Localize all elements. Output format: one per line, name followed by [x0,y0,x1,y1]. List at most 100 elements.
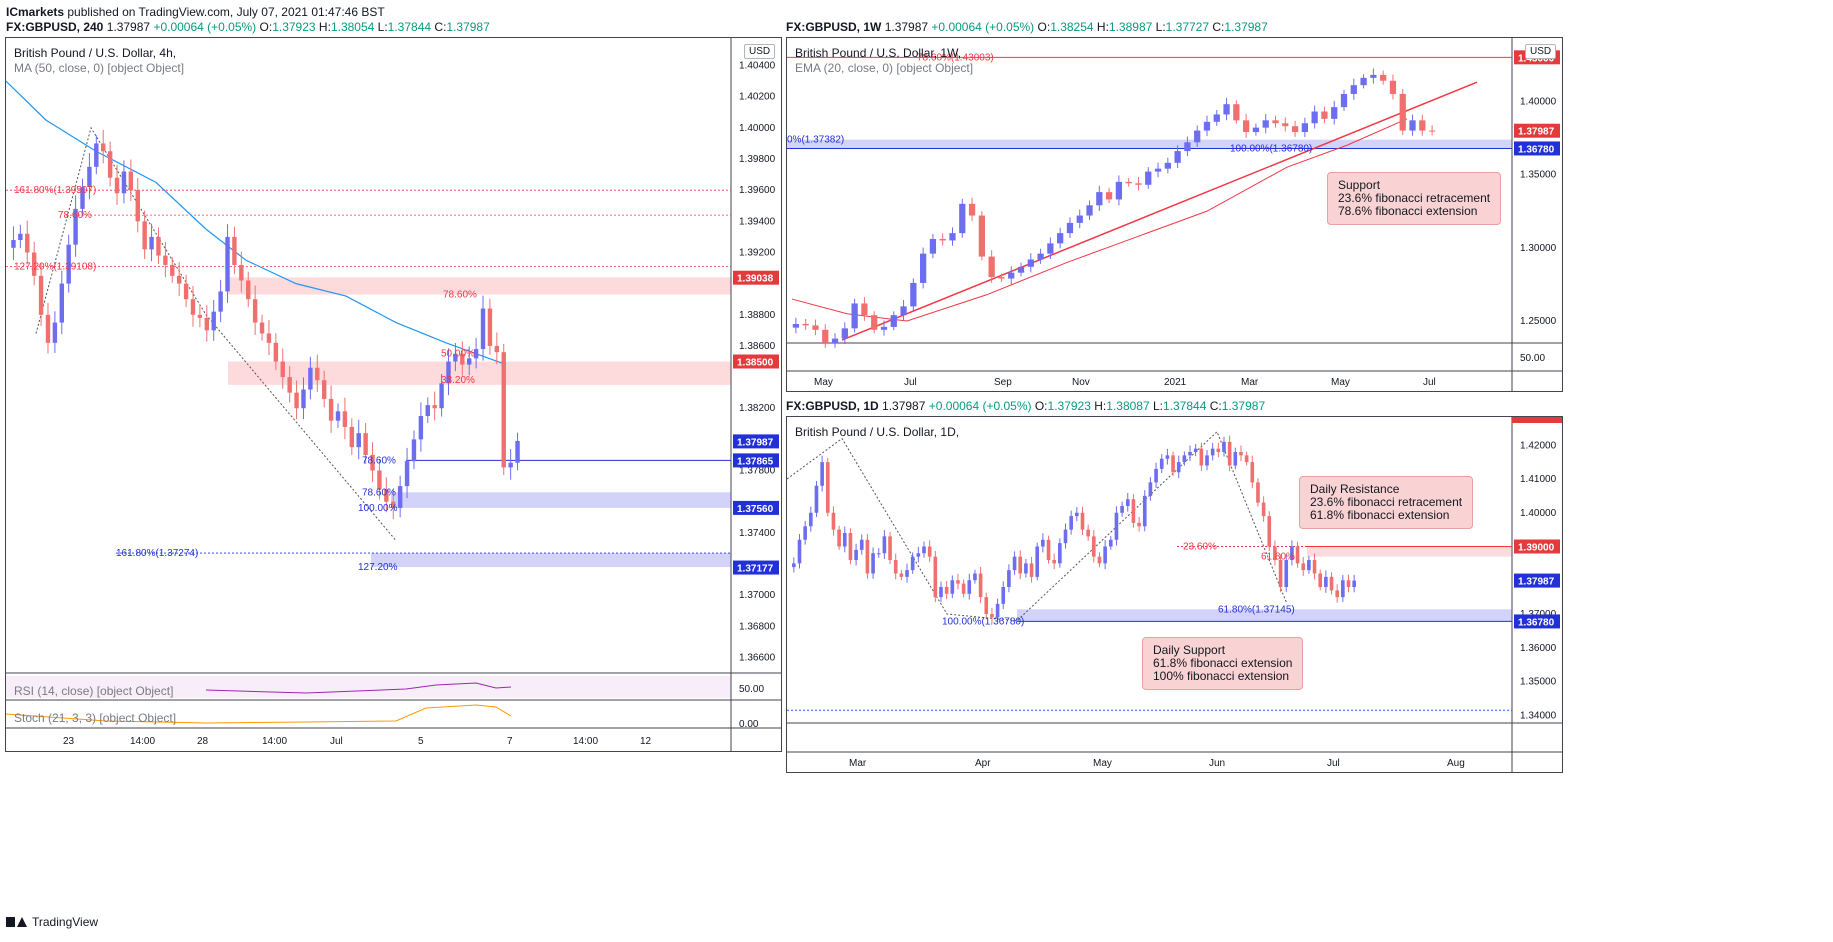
candle-body [803,526,807,540]
candle-body [922,546,926,554]
candle-body [871,553,875,574]
candle-body [501,352,506,468]
y-tick-label: 1.40400 [739,61,776,72]
candle-body [1159,458,1164,469]
candle-body [820,462,824,486]
low-value: 1.37844 [1163,399,1207,413]
y-tick-label: 1.35000 [1520,677,1557,688]
candle-body [822,329,829,343]
candle-body [967,580,972,594]
publisher-line: ICmarkets published on TradingView.com, … [6,5,385,19]
fib-label: 61.80% [1261,552,1295,563]
candle-body [1233,104,1240,121]
rsi-line [205,682,512,694]
d1-chart-panel[interactable]: 1.420001.410001.400001.370001.360001.350… [786,416,1563,773]
w1-ema-indicator[interactable]: EMA (20, close, 0) [object Object] [795,61,974,75]
candle-body [1120,506,1124,513]
candle-body [1145,171,1152,185]
candle-body [397,486,403,508]
h4-chart-panel[interactable]: 1.40400 1.40200 1.40000 1.39800 1.39600 1.394… [5,37,782,752]
candle-body [460,353,465,365]
y-tick-label: 1.36800 [739,621,776,632]
candle-body [1137,522,1141,527]
candle-body [1142,495,1147,527]
x-tick-label: May [1093,758,1112,769]
candle-body [1188,452,1192,456]
price-tag-label: 1.36780 [1518,144,1555,155]
w1-chart-title: British Pound / U.S. Dollar, 1W, [795,46,962,60]
candle-body [266,333,272,343]
y-tick-label: 1.30000 [1520,243,1557,254]
d1-resistance-callout: Daily Resistance 23.6% fibonacci retrace… [1299,476,1474,529]
candle-body [232,236,237,265]
candle-body [494,345,500,353]
h4-chart-svg[interactable]: 1.40400 1.40200 1.40000 1.39800 1.39600 1.394… [6,38,781,751]
candle-body [1174,151,1181,163]
candle-body [163,255,168,265]
candle-body [1262,120,1269,128]
candle-body [1047,243,1054,254]
candle-body [321,380,327,399]
stoch-label[interactable]: Stoch (21, 3, 3) [object Object] [14,711,177,725]
candle-body [831,338,839,343]
w1-chart-panel[interactable]: 1.400001.350001.300001.2500050.001.43000… [786,37,1563,392]
candle-body [1350,85,1357,94]
rsi-label[interactable]: RSI (14, close) [object Object] [14,684,174,698]
w1-currency-badge[interactable]: USD [1525,44,1557,59]
candle-body [939,587,943,598]
candle-body [73,208,78,245]
price-tag [1514,614,1560,629]
candle-body [825,462,830,513]
candle-body [1125,499,1130,506]
callout-line: 78.6% fibonacci extension [1338,204,1478,218]
candle-body [1027,259,1034,267]
candle-body [880,326,888,330]
trend-line [841,81,1478,341]
candle-body [865,539,870,574]
candle-body [1301,563,1306,571]
x-tick-label: May [814,377,833,388]
price-tag [733,453,779,468]
candle-body [876,553,881,555]
candle-body [487,308,493,346]
candle-body [170,264,175,276]
y-tick-label: 1.37400 [739,528,776,539]
x-tick-label: 28 [197,736,209,747]
candle-body [1007,570,1011,587]
candle-body [439,383,444,409]
x-tick-label: Apr [975,758,991,769]
h4-currency-badge[interactable]: USD [744,44,776,59]
y-tick-label: 1.35000 [1520,170,1557,181]
candle-body [294,392,299,409]
candle-body [984,597,989,614]
x-tick-label: 14:00 [262,736,287,747]
y-tick-label: 1.38200 [739,403,776,414]
h4-ma-indicator[interactable]: MA (50, close, 0) [object Object] [14,61,185,75]
callout-line: Daily Resistance [1310,482,1400,496]
candle-body [1176,462,1181,473]
tradingview-footer[interactable]: TradingView [6,915,98,929]
candle-body [1272,120,1279,124]
candle-body [1203,121,1211,131]
candle-body [107,151,113,178]
candle-body [1135,183,1142,185]
candle-body [1008,272,1015,279]
candle-body [1284,560,1289,587]
candle-body [1018,556,1023,574]
high-value: 1.38087 [1106,399,1150,413]
candle-body [1066,222,1074,234]
fib-label: 0%(1.37382) [787,135,844,146]
y-tick-label: 1.40000 [739,123,776,134]
candle-body [1063,529,1068,544]
h4-symbol-line: FX:GBPUSD, 240 1.37987 +0.00064 (+0.05%)… [6,20,490,34]
candle-body [1148,482,1153,496]
candle-body [259,322,265,334]
w1-chart-svg[interactable]: 1.400001.350001.300001.2500050.001.43000… [787,38,1562,391]
candle-body [888,536,892,560]
candle-body [1256,482,1260,503]
candle-body [893,560,898,574]
price-tag [733,270,779,285]
candle-body [1182,455,1187,463]
candle-body [978,215,985,257]
d1-chart-svg[interactable]: 1.420001.410001.400001.370001.360001.350… [787,417,1562,772]
